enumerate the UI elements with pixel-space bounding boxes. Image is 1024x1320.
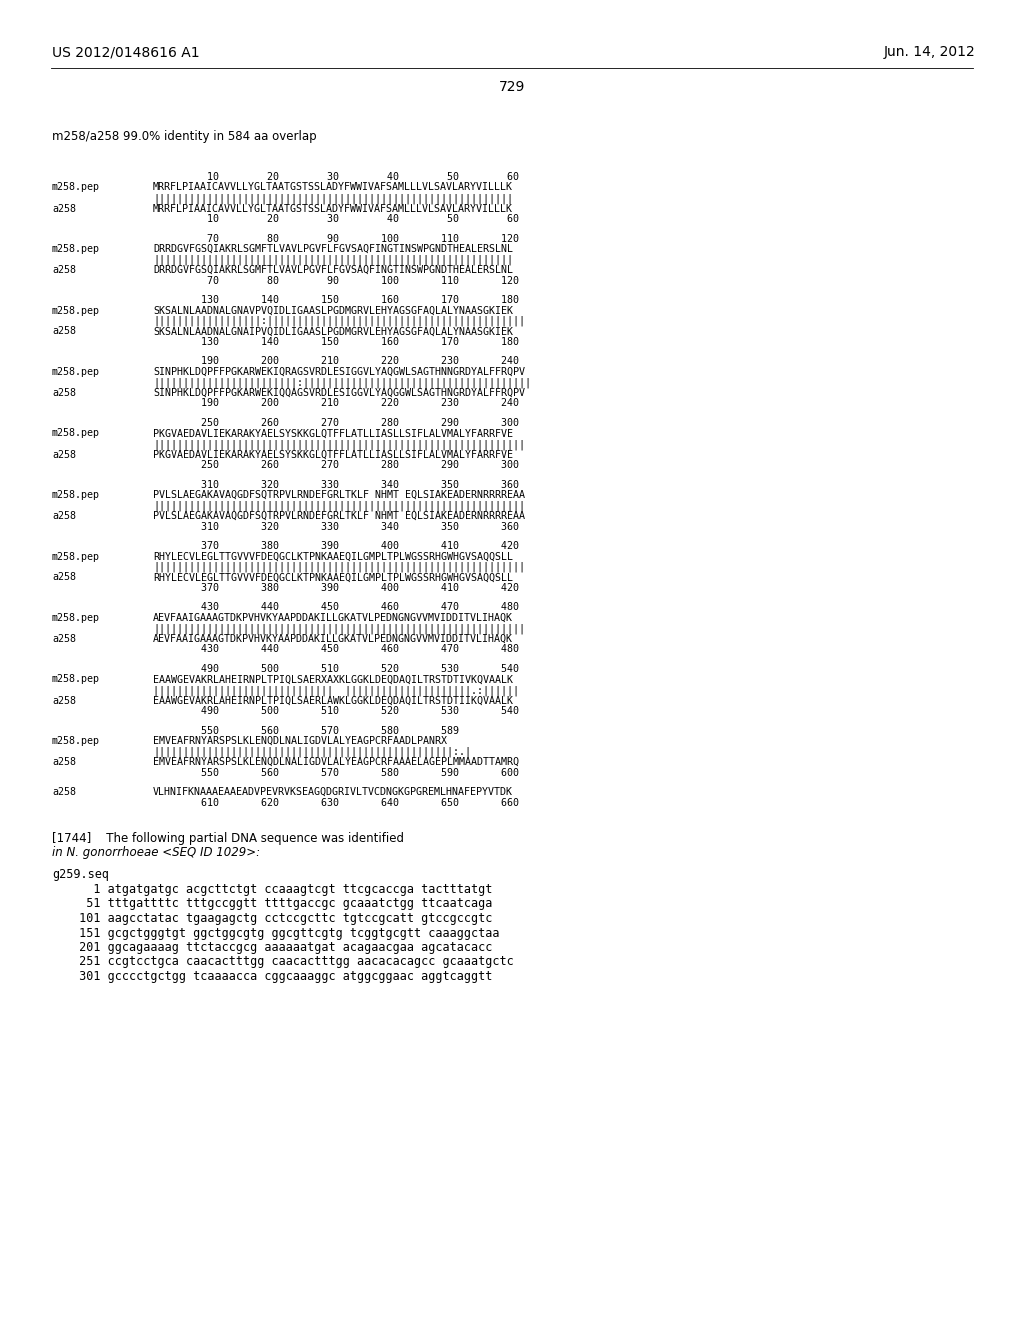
Text: Jun. 14, 2012: Jun. 14, 2012 [884, 45, 975, 59]
Text: 550       560       570       580       590       600: 550 560 570 580 590 600 [153, 767, 519, 777]
Text: a258: a258 [52, 265, 76, 275]
Text: ||||||||||||||||||||||||||||||||||||||||||||||||||||||||||||: ||||||||||||||||||||||||||||||||||||||||… [153, 255, 513, 265]
Text: 310       320       330       340       350       360: 310 320 330 340 350 360 [153, 479, 519, 490]
Text: m258.pep: m258.pep [52, 305, 100, 315]
Text: RHYLECVLEGLTTGVVVFDEQGCLKTPNKAAEQILGMPLTPLWGSSRHGWHGVSAQQSLL: RHYLECVLEGLTTGVVVFDEQGCLKTPNKAAEQILGMPLT… [153, 573, 513, 582]
Text: VLHNIFKNAAAEAAEADVPEVRVKSEAGQDGRIVLTVCDNGKGPGREMLHNAFEPYVTDK: VLHNIFKNAAAEAAEADVPEVRVKSEAGQDGRIVLTVCDN… [153, 787, 513, 797]
Text: PKGVAEDAVLIEKARAKYAELSYSKKGLQTFFLATLLIASLLSIFLALVMALYFARRFVE: PKGVAEDAVLIEKARAKYAELSYSKKGLQTFFLATLLIAS… [153, 450, 513, 459]
Text: g259.seq: g259.seq [52, 869, 109, 880]
Text: ||||||||||||||||||||||||||||||||||||||||||||||||||||||||||||||: ||||||||||||||||||||||||||||||||||||||||… [153, 500, 525, 511]
Text: PVLSLAEGAKAVAQGDFSQTRPVLRNDEFGRLTKLF NHMT EQLSIAKEADERNRRRREAA: PVLSLAEGAKAVAQGDFSQTRPVLRNDEFGRLTKLF NHM… [153, 511, 525, 521]
Text: 130       140       150       160       170       180: 130 140 150 160 170 180 [153, 337, 519, 347]
Text: DRRDGVFGSQIAKRLSGMFTLVAVLPGVFLFGVSAQFINGTINSWPGNDTHEALERSLNL: DRRDGVFGSQIAKRLSGMFTLVAVLPGVFLFGVSAQFING… [153, 265, 513, 275]
Text: a258: a258 [52, 388, 76, 399]
Text: a258: a258 [52, 696, 76, 705]
Text: m258.pep: m258.pep [52, 552, 100, 561]
Text: ||||||||||||||||||||||||:||||||||||||||||||||||||||||||||||||||: ||||||||||||||||||||||||:|||||||||||||||… [153, 378, 531, 388]
Text: 490       500       510       520       530       540: 490 500 510 520 530 540 [153, 664, 519, 675]
Text: a258: a258 [52, 634, 76, 644]
Text: 190       200       210       220       230       240: 190 200 210 220 230 240 [153, 399, 519, 408]
Text: 490       500       510       520       530       540: 490 500 510 520 530 540 [153, 706, 519, 715]
Text: a258: a258 [52, 203, 76, 214]
Text: ||||||||||||||||||||||||||||||  |||||||||||||||||||||.:||||||: |||||||||||||||||||||||||||||| |||||||||… [153, 685, 519, 696]
Text: 190       200       210       220       230       240: 190 200 210 220 230 240 [153, 356, 519, 367]
Text: a258: a258 [52, 450, 76, 459]
Text: SKSALNLAADNALGNAIPVQIDLIGAASLPGDMGRVLEHYAGSGFAQLALYNAASGKIEK: SKSALNLAADNALGNAIPVQIDLIGAASLPGDMGRVLEHY… [153, 326, 513, 337]
Text: m258.pep: m258.pep [52, 737, 100, 746]
Text: 430       440       450       460       470       480: 430 440 450 460 470 480 [153, 602, 519, 612]
Text: US 2012/0148616 A1: US 2012/0148616 A1 [52, 45, 200, 59]
Text: SKSALNLAADNALGNAVPVQIDLIGAASLPGDMGRVLEHYAGSGFAQLALYNAASGKIEK: SKSALNLAADNALGNAVPVQIDLIGAASLPGDMGRVLEHY… [153, 305, 513, 315]
Text: EMVEAFRNYARSPSLKLENQDLNALIGDVLALYEAGPCRFAADLPANRX: EMVEAFRNYARSPSLKLENQDLNALIGDVLALYEAGPCRF… [153, 737, 447, 746]
Text: m258.pep: m258.pep [52, 429, 100, 438]
Text: ||||||||||||||||||||||||||||||||||||||||||||||||||||||||||||||: ||||||||||||||||||||||||||||||||||||||||… [153, 623, 525, 634]
Text: m258.pep: m258.pep [52, 244, 100, 253]
Text: 250       260       270       280       290       300: 250 260 270 280 290 300 [153, 459, 519, 470]
Text: 10        20        30        40        50        60: 10 20 30 40 50 60 [153, 214, 519, 224]
Text: 370       380       390       400       410       420: 370 380 390 400 410 420 [153, 541, 519, 550]
Text: ||||||||||||||||||||||||||||||||||||||||||||||||||||||||||||: ||||||||||||||||||||||||||||||||||||||||… [153, 193, 513, 203]
Text: m258.pep: m258.pep [52, 675, 100, 685]
Text: ||||||||||||||||||||||||||||||||||||||||||||||||||:.|: ||||||||||||||||||||||||||||||||||||||||… [153, 747, 471, 756]
Text: 10        20        30        40        50        60: 10 20 30 40 50 60 [153, 172, 519, 182]
Text: ||||||||||||||||||||||||||||||||||||||||||||||||||||||||||||||: ||||||||||||||||||||||||||||||||||||||||… [153, 562, 525, 573]
Text: DRRDGVFGSQIAKRLSGMFTLVAVLPGVFLFGVSAQFINGTINSWPGNDTHEALERSLNL: DRRDGVFGSQIAKRLSGMFTLVAVLPGVFLFGVSAQFING… [153, 244, 513, 253]
Text: PKGVAEDAVLIEKARAKYAELSYSKKGLQTFFLATLLIASLLSIFLALVMALYFARRFVE: PKGVAEDAVLIEKARAKYAELSYSKKGLQTFFLATLLIAS… [153, 429, 513, 438]
Text: 151 gcgctgggtgt ggctggcgtg ggcgttcgtg tcggtgcgtt caaaggctaa: 151 gcgctgggtgt ggctggcgtg ggcgttcgtg tc… [72, 927, 500, 940]
Text: 101 aagcctatac tgaagagctg cctccgcttc tgtccgcatt gtccgccgtc: 101 aagcctatac tgaagagctg cctccgcttc tgt… [72, 912, 493, 925]
Text: 301 gcccctgctgg tcaaaacca cggcaaaggc atggcggaac aggtcaggtt: 301 gcccctgctgg tcaaaacca cggcaaaggc atg… [72, 970, 493, 983]
Text: a258: a258 [52, 326, 76, 337]
Text: m258/a258 99.0% identity in 584 aa overlap: m258/a258 99.0% identity in 584 aa overl… [52, 129, 316, 143]
Text: 250       260       270       280       290       300: 250 260 270 280 290 300 [153, 418, 519, 428]
Text: 70        80        90       100       110       120: 70 80 90 100 110 120 [153, 276, 519, 285]
Text: 201 ggcagaaaag ttctaccgcg aaaaaatgat acagaacgaa agcatacacc: 201 ggcagaaaag ttctaccgcg aaaaaatgat aca… [72, 941, 493, 954]
Text: m258.pep: m258.pep [52, 367, 100, 378]
Text: in N. gonorrhoeae <SEQ ID 1029>:: in N. gonorrhoeae <SEQ ID 1029>: [52, 846, 260, 859]
Text: 550       560       570       580       589: 550 560 570 580 589 [153, 726, 459, 735]
Text: 251 ccgtcctgca caacactttgg caacactttgg aacacacagcc gcaaatgctc: 251 ccgtcctgca caacactttgg caacactttgg a… [72, 956, 514, 969]
Text: m258.pep: m258.pep [52, 612, 100, 623]
Text: RHYLECVLEGLTTGVVVFDEQGCLKTPNKAAEQILGMPLTPLWGSSRHGWHGVSAQQSLL: RHYLECVLEGLTTGVVVFDEQGCLKTPNKAAEQILGMPLT… [153, 552, 513, 561]
Text: 610       620       630       640       650       660: 610 620 630 640 650 660 [153, 797, 519, 808]
Text: EMVEAFRNYARSPSLKLENQDLNALIGDVLALYEAGPCRFAAAELAGEPLMMAADTTAMRQ: EMVEAFRNYARSPSLKLENQDLNALIGDVLALYEAGPCRF… [153, 756, 519, 767]
Text: AEVFAAIGAAAGTDKPVHVKYAAPDDAKILLGKATVLPEDNGNGVVMVIDDITVLIHAQK: AEVFAAIGAAAGTDKPVHVKYAAPDDAKILLGKATVLPED… [153, 612, 513, 623]
Text: m258.pep: m258.pep [52, 490, 100, 500]
Text: MRRFLPIAAICAVVLLYGLTAATGSTSSLADYFWWIVAFSAMLLLVLSAVLARYVILLLK: MRRFLPIAAICAVVLLYGLTAATGSTSSLADYFWWIVAFS… [153, 182, 513, 193]
Text: [1744]    The following partial DNA sequence was identified: [1744] The following partial DNA sequenc… [52, 832, 404, 845]
Text: 1 atgatgatgc acgcttctgt ccaaagtcgt ttcgcaccga tactttatgt: 1 atgatgatgc acgcttctgt ccaaagtcgt ttcgc… [72, 883, 493, 896]
Text: ||||||||||||||||||||||||||||||||||||||||||||||||||||||||||||||: ||||||||||||||||||||||||||||||||||||||||… [153, 440, 525, 450]
Text: a258: a258 [52, 756, 76, 767]
Text: 729: 729 [499, 81, 525, 94]
Text: 70        80        90       100       110       120: 70 80 90 100 110 120 [153, 234, 519, 243]
Text: 430       440       450       460       470       480: 430 440 450 460 470 480 [153, 644, 519, 655]
Text: ||||||||||||||||||:|||||||||||||||||||||||||||||||||||||||||||: ||||||||||||||||||:|||||||||||||||||||||… [153, 315, 525, 326]
Text: 310       320       330       340       350       360: 310 320 330 340 350 360 [153, 521, 519, 532]
Text: EAAWGEVAKRLAHEIRNPLTPIQLSAERXAXKLGGKLDEQDAQILTRSTDTIVKQVAALK: EAAWGEVAKRLAHEIRNPLTPIQLSAERXAXKLGGKLDEQ… [153, 675, 513, 685]
Text: a258: a258 [52, 573, 76, 582]
Text: a258: a258 [52, 511, 76, 521]
Text: EAAWGEVAKRLAHEIRNPLTPIQLSAERLAWKLGGKLDEQDAQILTRSTDTIIKQVAALK: EAAWGEVAKRLAHEIRNPLTPIQLSAERLAWKLGGKLDEQ… [153, 696, 513, 705]
Text: a258: a258 [52, 787, 76, 797]
Text: 51 tttgattttc tttgccggtt ttttgaccgc gcaaatctgg ttcaatcaga: 51 tttgattttc tttgccggtt ttttgaccgc gcaa… [72, 898, 493, 911]
Text: AEVFAAIGAAAGTDKPVHVKYAAPDDAKILLGKATVLPEDNGNGVVMVIDDITVLIHAQK: AEVFAAIGAAAGTDKPVHVKYAAPDDAKILLGKATVLPED… [153, 634, 513, 644]
Text: 130       140       150       160       170       180: 130 140 150 160 170 180 [153, 294, 519, 305]
Text: 370       380       390       400       410       420: 370 380 390 400 410 420 [153, 583, 519, 593]
Text: PVLSLAEGAKAVAQGDFSQTRPVLRNDEFGRLTKLF NHMT EQLSIAKEADERNRRRREAA: PVLSLAEGAKAVAQGDFSQTRPVLRNDEFGRLTKLF NHM… [153, 490, 525, 500]
Text: m258.pep: m258.pep [52, 182, 100, 193]
Text: SINPHKLDQPFFPGKARWEKIQQAGSVRDLESIGGVLYAQGGWLSAGTHNGRDYALFFRQPV: SINPHKLDQPFFPGKARWEKIQQAGSVRDLESIGGVLYAQ… [153, 388, 525, 399]
Text: MRRFLPIAAICAVVLLYGLTAATGSTSSLADYFWWIVAFSAMLLLVLSAVLARYVILLLK: MRRFLPIAAICAVVLLYGLTAATGSTSSLADYFWWIVAFS… [153, 203, 513, 214]
Text: SINPHKLDQPFFPGKARWEKIQRAGSVRDLESIGGVLYAQGWLSAGTHNNGRDYALFFRQPV: SINPHKLDQPFFPGKARWEKIQRAGSVRDLESIGGVLYAQ… [153, 367, 525, 378]
